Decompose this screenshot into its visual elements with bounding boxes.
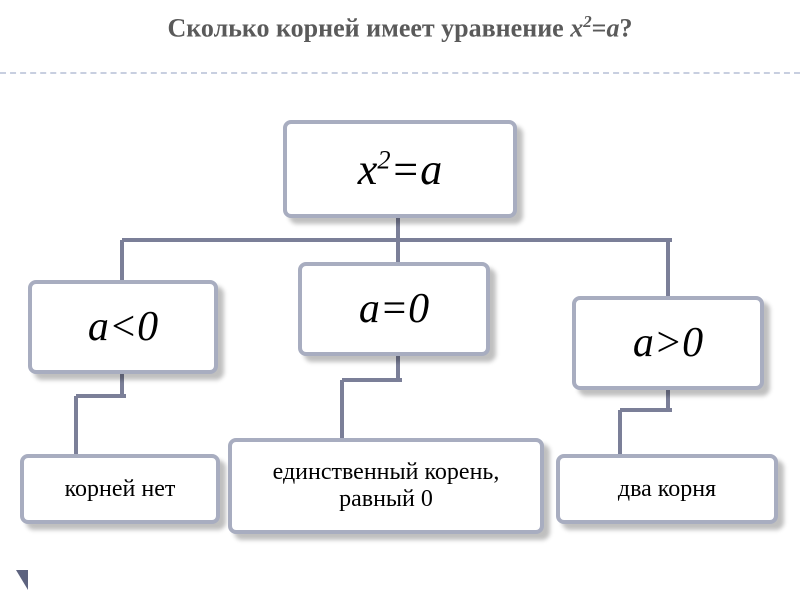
node-label: единственный корень, равный 0 xyxy=(242,459,530,513)
title-prefix: Сколько корней имеет уравнение xyxy=(168,14,571,43)
title-eq-a: а xyxy=(607,14,620,43)
node-c3: a>0 xyxy=(572,296,764,390)
connector xyxy=(618,410,622,454)
node-label: a<0 xyxy=(88,303,158,351)
connector xyxy=(396,240,400,262)
connector xyxy=(120,374,124,396)
connector xyxy=(666,240,670,296)
title-suffix: ? xyxy=(620,14,633,43)
node-c1: a<0 xyxy=(28,280,218,374)
node-l3: два корня xyxy=(556,454,778,524)
connector xyxy=(396,218,400,240)
title-eq-x: х xyxy=(570,14,583,43)
node-label: корней нет xyxy=(65,476,176,503)
connector xyxy=(120,240,124,280)
node-l2: единственный корень, равный 0 xyxy=(228,438,544,534)
node-c2: a=0 xyxy=(298,262,490,356)
connector xyxy=(342,378,402,382)
connector xyxy=(76,394,126,398)
connector xyxy=(396,356,400,380)
divider xyxy=(0,72,800,74)
connector xyxy=(74,396,78,454)
node-label: х2=a xyxy=(358,144,442,195)
connector xyxy=(620,408,672,412)
corner-triangle-icon xyxy=(16,570,28,590)
node-l1: корней нет xyxy=(20,454,220,524)
node-label: a>0 xyxy=(633,319,703,367)
connector xyxy=(340,380,344,438)
title-eq-eq: = xyxy=(592,14,607,43)
connector xyxy=(666,390,670,410)
node-label: два корня xyxy=(618,476,716,503)
node-label: a=0 xyxy=(359,285,429,333)
node-root: х2=a xyxy=(283,120,517,218)
title-eq-sup: 2 xyxy=(583,12,591,31)
page-title: Сколько корней имеет уравнение х2=а? xyxy=(0,0,800,44)
